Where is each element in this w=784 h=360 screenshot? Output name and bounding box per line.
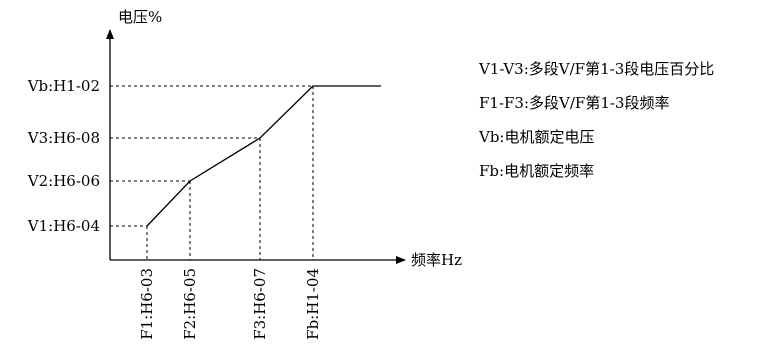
y-label-v1: V1:H6-04 (27, 217, 100, 235)
x-label-f2: F2:H6-05 (181, 268, 199, 340)
y-label-vb: Vb:H1-02 (27, 77, 100, 95)
x-label-fb: Fb:H1-04 (304, 268, 322, 340)
legend-item-voltage-percent: V1-V3:多段V/F第1-3段电压百分比 (479, 60, 715, 78)
legend: V1-V3:多段V/F第1-3段电压百分比 F1-F3:多段V/F第1-3段频率… (479, 52, 714, 188)
x-label-f3: F3:H6-07 (251, 268, 269, 340)
legend-item-rated-voltage: Vb:电机额定电压 (479, 128, 595, 146)
legend-item-rated-frequency: Fb:电机额定频率 (479, 162, 595, 180)
y-axis-label: 电压% (118, 8, 162, 26)
x-axis-label: 频率Hz (411, 251, 462, 269)
legend-item-frequency: F1-F3:多段V/F第1-3段频率 (479, 94, 670, 112)
x-label-f1: F1:H6-03 (138, 268, 156, 340)
y-label-v2: V2:H6-06 (27, 172, 100, 190)
y-label-v3: V3:H6-08 (27, 129, 100, 147)
vf-curve (146, 85, 381, 227)
